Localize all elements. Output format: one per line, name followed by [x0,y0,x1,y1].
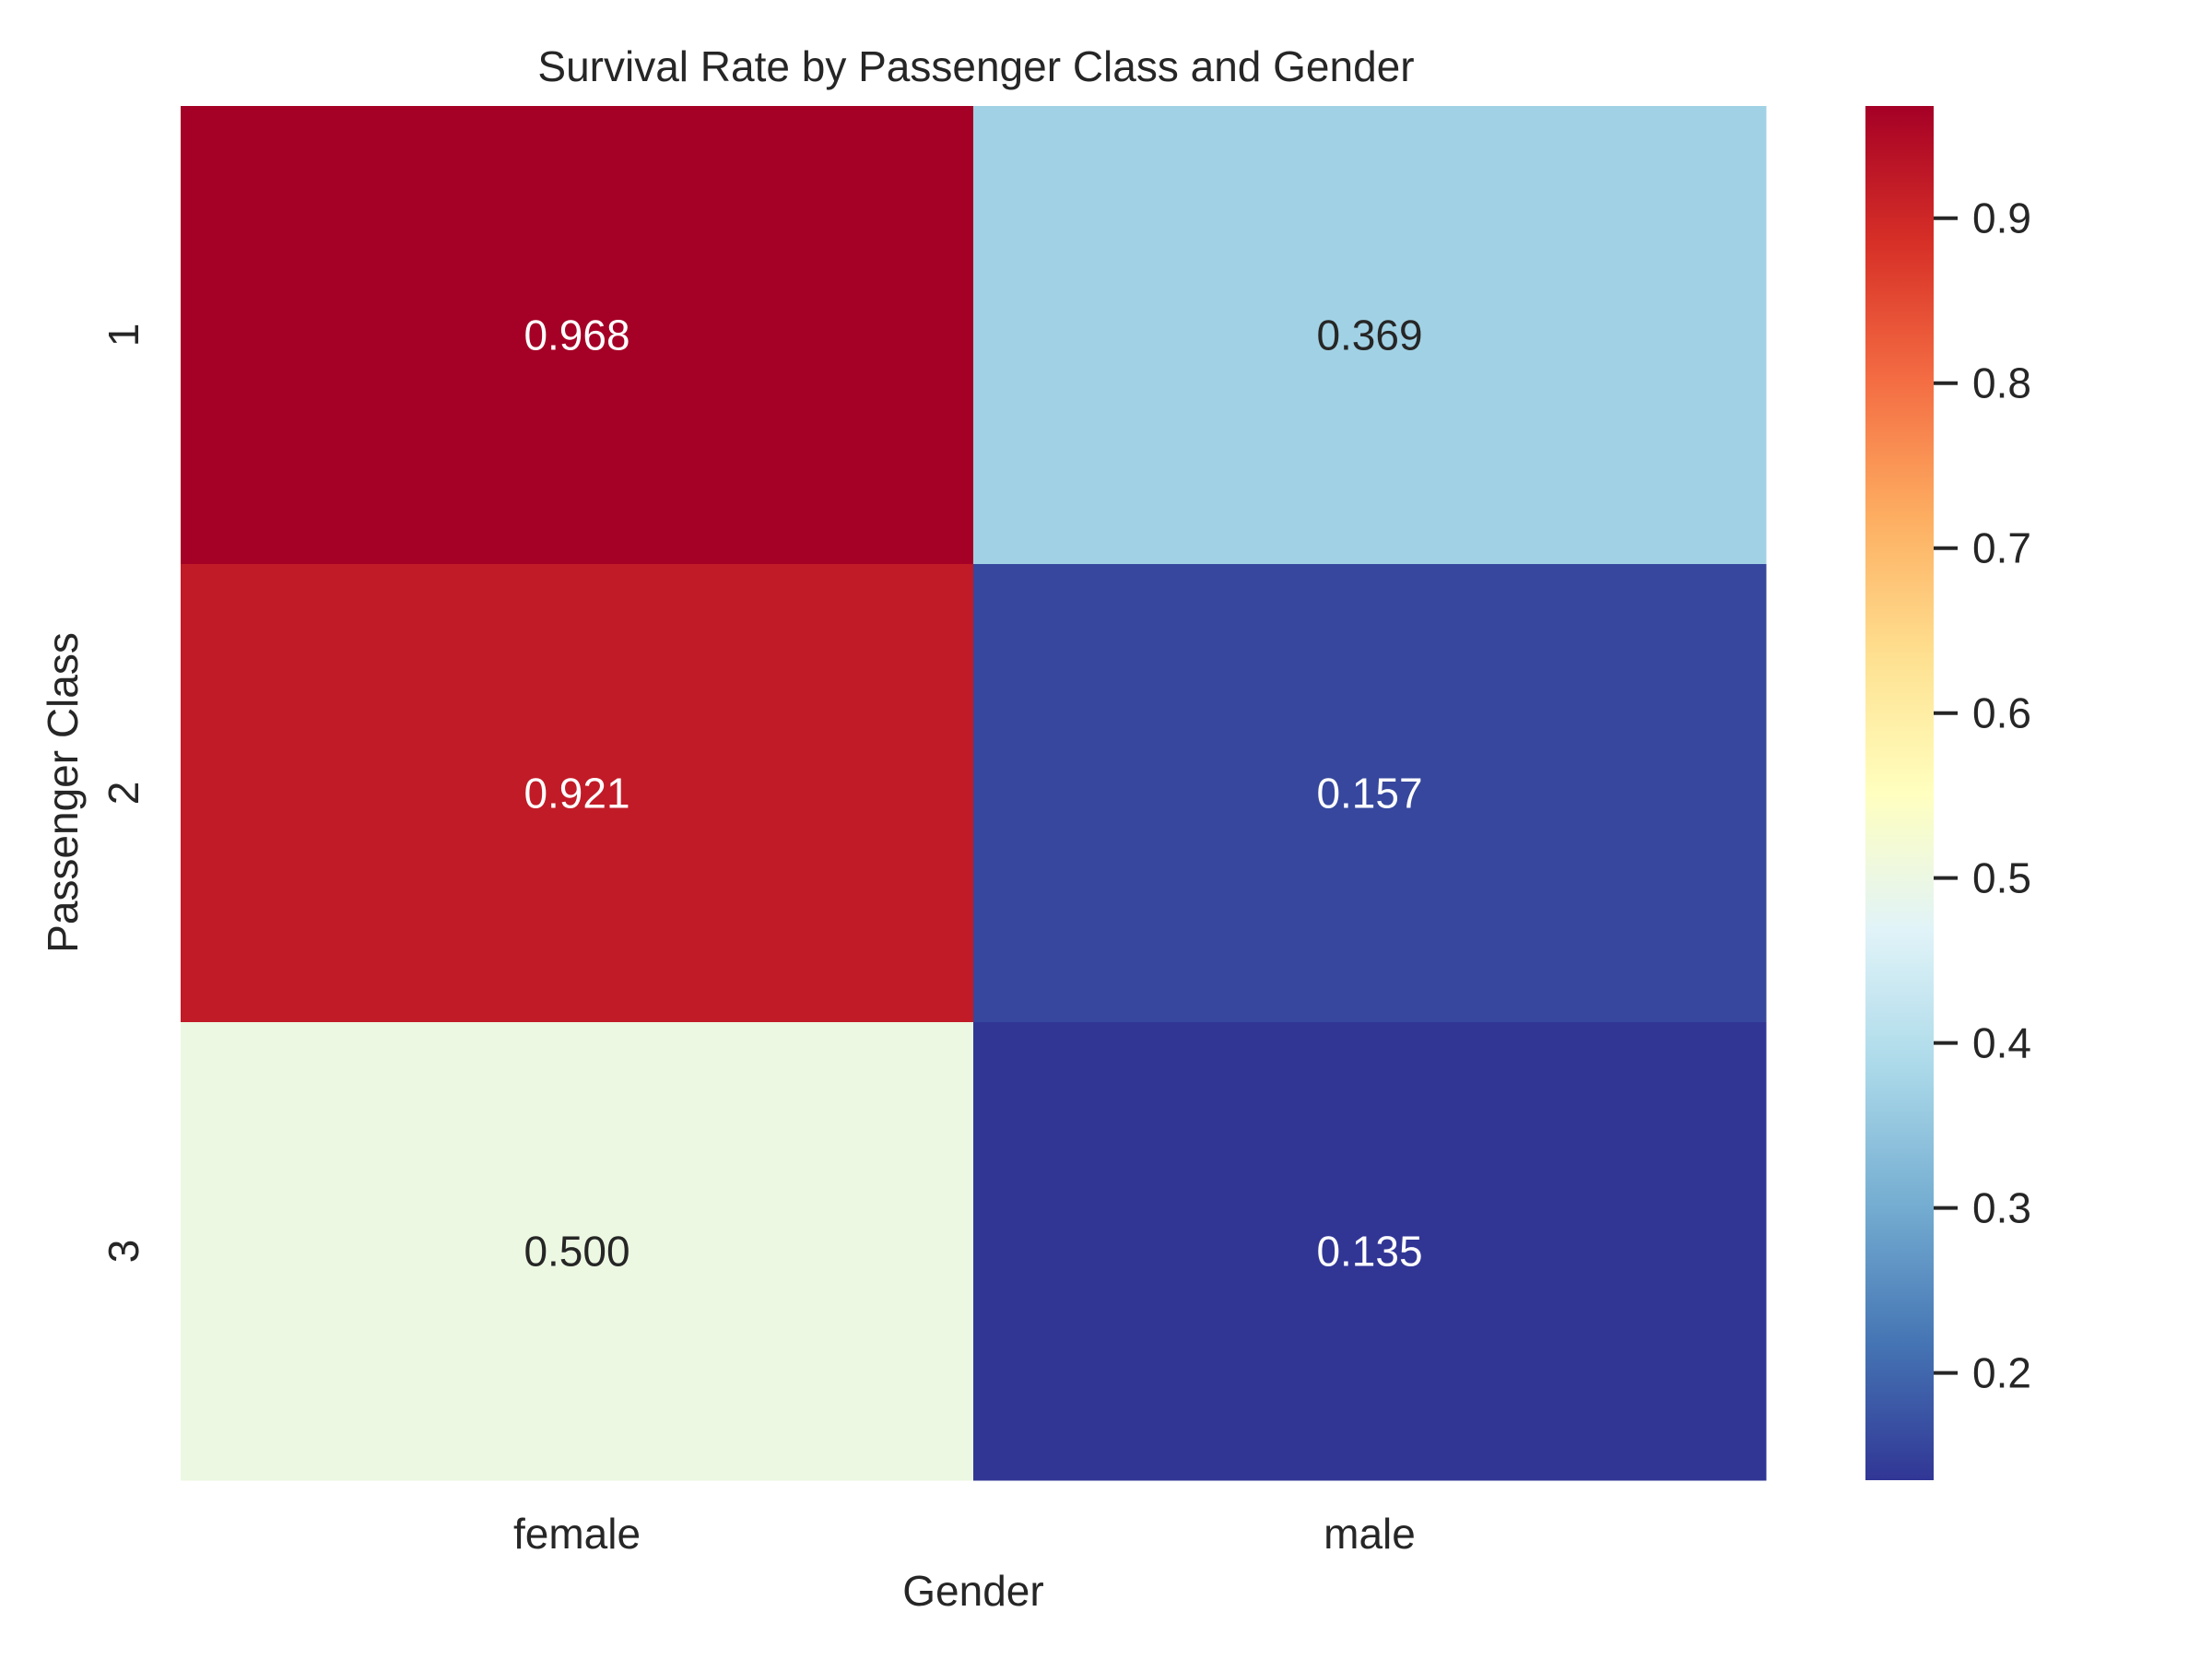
y-axis-label: Passenger Class [39,632,87,953]
heatmap-cell [181,1022,974,1481]
colorbar-tick-label: 0.4 [1972,1019,2031,1067]
x-axis-label: Gender [902,1567,1043,1615]
cell-value-label: 0.369 [1316,312,1422,359]
y-tick-label: 3 [100,1240,147,1264]
colorbar-tick-label: 0.2 [1972,1349,2031,1397]
colorbar-tick-label: 0.8 [1972,359,2031,407]
heatmap-cell [181,564,974,1023]
heatmap-cell [973,564,1767,1023]
cell-value-label: 0.968 [524,312,629,359]
x-tick-label: male [1324,1510,1416,1558]
heatmap-cell [181,106,974,565]
y-tick-label: 1 [100,324,147,347]
colorbar-tick-label: 0.6 [1972,689,2031,737]
cell-value-label: 0.921 [524,770,629,818]
y-tick-labels: 1 2 3 [100,324,147,1264]
colorbar [1865,106,1934,1480]
heatmap-cell [973,106,1767,565]
cell-value-label: 0.135 [1316,1228,1422,1276]
colorbar-tick-label: 0.5 [1972,854,2031,902]
colorbar-tick-label: 0.3 [1972,1184,2031,1232]
y-tick-label: 2 [100,782,147,806]
colorbar-tick-label: 0.7 [1972,524,2031,572]
colorbar-tick-label: 0.9 [1972,194,2031,242]
cell-value-label: 0.157 [1316,770,1422,818]
heatmap-cell [973,1022,1767,1481]
chart-title: Survival Rate by Passenger Class and Gen… [537,42,1414,90]
x-tick-labels: female male [513,1510,1416,1558]
cell-value-label: 0.500 [524,1228,629,1276]
colorbar-ticks: 0.2 0.3 0.4 0.5 0.6 0.7 0.8 0.9 [1934,194,2031,1397]
heatmap-cells: 0.968 0.369 0.921 0.157 0.500 0.135 [181,106,1767,1481]
x-tick-label: female [513,1510,641,1558]
